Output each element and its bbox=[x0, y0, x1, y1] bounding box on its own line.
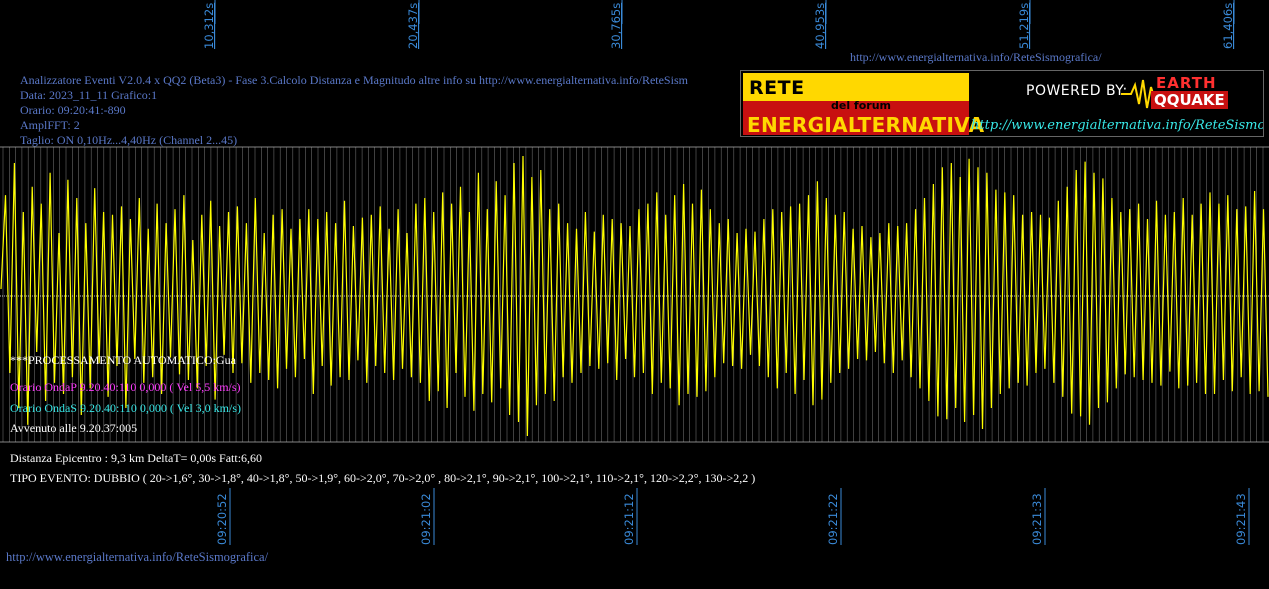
tipo-evento: TIPO EVENTO: DUBBIO ( 20->1,6°, 30->1,8°… bbox=[10, 471, 756, 485]
header-line-filter: Taglio: ON 0,10Hz...4,40Hz (Channel 2...… bbox=[20, 133, 238, 147]
top-tick-label-3: 40,953s bbox=[813, 3, 827, 49]
logo-forum-name: ENERGIALTERNATIVA bbox=[747, 113, 985, 137]
bottom-tick-label-4: 09:21:33 bbox=[1030, 493, 1044, 545]
bottom-tick-label-0: 09:20:52 bbox=[215, 493, 229, 545]
top-tick-label-4: 51,219s bbox=[1017, 3, 1031, 49]
logo-brand-qquake: QQUAKE bbox=[1151, 91, 1228, 109]
bottom-time-axis: 09:20:52 09:21:02 09:21:12 09:21:22 09:21:33… bbox=[215, 488, 1250, 545]
header-line-amplfft: AmplFFT: 2 bbox=[20, 118, 80, 132]
onda-s-line: Orario OndaS 9.20.40:110 0,000 ( Vel 3,0… bbox=[10, 401, 241, 415]
header-line-date: Data: 2023_11_11 Grafico:1 bbox=[20, 88, 158, 102]
bottom-url[interactable]: http://www.energialternativa.info/ReteSi… bbox=[6, 550, 269, 564]
logo-brand-earth: EARTH bbox=[1156, 74, 1217, 92]
logo-powered-by: POWERED BY: bbox=[1026, 83, 1128, 99]
logo-url[interactable]: http://www.energialternativa.info/ReteSi… bbox=[971, 118, 1264, 133]
top-tick-label-1: 20,437s bbox=[406, 3, 420, 49]
top-url[interactable]: http://www.energialternativa.info/ReteSi… bbox=[850, 50, 1102, 64]
bottom-tick-label-5: 09:21:43 bbox=[1234, 493, 1248, 545]
processing-line: ***PROCESSAMENTO AUTOMATICO:Gua bbox=[10, 353, 236, 367]
plot-frame bbox=[0, 146, 1269, 443]
logo-red-band bbox=[743, 101, 969, 135]
series-line-0 bbox=[0, 155, 1269, 437]
top-tick-label-0: 10,312s bbox=[202, 3, 216, 49]
seismic-trace bbox=[0, 155, 1269, 437]
top-tick-label-5: 61,406s bbox=[1221, 3, 1235, 49]
logo-subtitle: del forum bbox=[831, 99, 891, 112]
bottom-tick-label-2: 09:21:12 bbox=[622, 493, 636, 545]
distanza-epicentro: Distanza Epicentro : 9,3 km DeltaT= 0,00… bbox=[10, 451, 263, 465]
onda-p-line: Orario OndaP 9.20.40:110 0,000 ( Vel 5,5… bbox=[10, 380, 241, 394]
header-line-1: Analizzatore Eventi V2.0.4 x QQ2 (Beta3)… bbox=[20, 73, 688, 87]
bottom-tick-label-1: 09:21:02 bbox=[419, 493, 433, 545]
header-line-time: Orario: 09:20:41:-890 bbox=[20, 103, 126, 117]
top-tick-label-2: 30,765s bbox=[609, 3, 623, 49]
rete-sismografica-logo[interactable]: RETE SISMOGRAFICA del forum ENERGIALTERN… bbox=[740, 70, 1264, 137]
logo-yellow-box: RETE SISMOGRAFICA del forum ENERGIALTERN… bbox=[743, 73, 984, 136]
top-time-axis: 10,312s 20,437s 30,765s 40,953s 51,219s 61,40… bbox=[202, 0, 1235, 49]
bottom-tick-label-3: 09:21:22 bbox=[826, 493, 840, 545]
avvenuto-line: Avvenuto alle 9.20.37:005 bbox=[10, 421, 138, 435]
